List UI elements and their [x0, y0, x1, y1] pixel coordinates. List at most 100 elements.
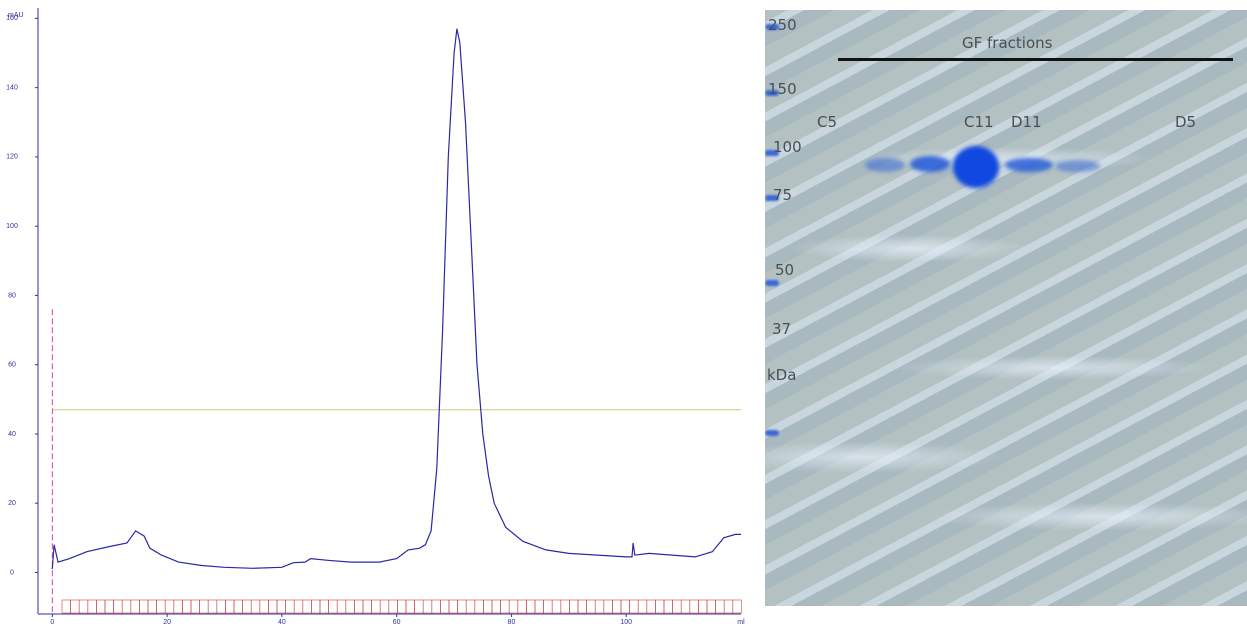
fraction-box — [345, 599, 355, 614]
fraction-box — [121, 599, 132, 614]
fraction-box — [216, 599, 226, 614]
x-tick-label: 0 — [50, 619, 54, 626]
fraction-box — [431, 599, 441, 614]
band — [910, 156, 950, 172]
fraction-box — [371, 599, 381, 614]
lane-label: C11 — [964, 113, 994, 131]
fraction-box — [569, 599, 579, 614]
fraction-box — [715, 599, 725, 614]
x-tick-label: 20 — [163, 619, 171, 626]
y-tick-label: 120 — [6, 154, 18, 161]
fraction-box — [276, 599, 286, 614]
fraction-box — [629, 599, 639, 614]
fraction-box — [336, 599, 347, 614]
y-tick-label: 80 — [8, 292, 16, 299]
fraction-box — [689, 599, 699, 614]
fraction-box — [698, 599, 708, 614]
fraction-box — [723, 599, 734, 614]
fraction-box — [233, 599, 243, 614]
marker-band — [765, 430, 779, 436]
marker-band — [765, 150, 779, 156]
fraction-box — [199, 599, 209, 614]
fraction-box — [680, 599, 691, 614]
fraction-box — [104, 599, 114, 614]
marker-band — [765, 195, 779, 201]
y-tick-label: 100 — [6, 223, 18, 230]
fraction-box — [242, 599, 252, 614]
fraction-box — [491, 599, 501, 614]
fraction-box — [594, 599, 605, 614]
fraction-bar — [838, 58, 1233, 61]
band — [865, 158, 905, 172]
fraction-box — [250, 599, 261, 614]
fraction-box — [113, 599, 123, 614]
y-tick-label: 140 — [6, 84, 18, 91]
fraction-box — [96, 599, 106, 614]
marker-label: 150 — [768, 80, 797, 98]
fraction-box — [560, 599, 570, 614]
marker-band — [765, 24, 779, 30]
marker-label: 100 — [773, 138, 802, 156]
fraction-box — [474, 599, 484, 614]
fraction-box — [70, 599, 80, 614]
fraction-box — [732, 599, 742, 614]
fraction-box — [293, 599, 304, 614]
fraction-box — [87, 599, 97, 614]
fraction-box — [405, 599, 415, 614]
fraction-box — [672, 599, 682, 614]
fraction-box — [311, 599, 321, 614]
fraction-box — [457, 599, 467, 614]
fraction-box — [586, 599, 596, 614]
fraction-box — [440, 599, 450, 614]
fraction-box — [190, 599, 200, 614]
fraction-box — [448, 599, 458, 614]
fraction-box — [543, 599, 553, 614]
fraction-box — [517, 599, 527, 614]
fraction-box — [225, 599, 235, 614]
fraction-box — [61, 599, 71, 614]
fraction-box — [637, 599, 648, 614]
fraction-box — [78, 599, 89, 614]
band — [1055, 160, 1100, 172]
fraction-box — [655, 599, 665, 614]
fraction-box — [577, 599, 587, 614]
fraction-box — [268, 599, 278, 614]
gel-image: 250 150 100 75 50 37 kDa GF fractions C5… — [765, 10, 1247, 606]
fraction-box — [259, 599, 269, 614]
fraction-box — [182, 599, 192, 614]
fraction-box — [620, 599, 630, 614]
fraction-box — [139, 599, 149, 614]
fraction-box — [534, 599, 544, 614]
fraction-box — [508, 599, 519, 614]
fraction-box — [663, 599, 673, 614]
fraction-box — [207, 599, 218, 614]
marker-label: 250 — [768, 16, 797, 34]
band — [953, 146, 999, 188]
fraction-box — [397, 599, 407, 614]
lane-label: D5 — [1175, 113, 1197, 131]
fraction-box — [414, 599, 424, 614]
fraction-box — [156, 599, 166, 614]
chromatogram: mAU ml 0 20 40 60 80 100 120 140 160 0 20 40 60 80 100 — [6, 8, 745, 626]
marker-label: 75 — [773, 186, 793, 204]
lane-label: C5 — [817, 113, 838, 131]
gel-title: GF fractions — [962, 34, 1053, 52]
fraction-box — [302, 599, 312, 614]
x-tick-label: 80 — [508, 619, 516, 626]
marker-label: 50 — [775, 261, 795, 279]
marker-unit: kDa — [767, 366, 797, 384]
fraction-box — [612, 599, 622, 614]
fraction-box — [285, 599, 295, 614]
y-axis-label: mAU — [8, 12, 24, 19]
y-tick-label: 0 — [10, 569, 14, 576]
marker-band — [765, 90, 779, 96]
fraction-box — [483, 599, 493, 614]
y-tick-label: 20 — [8, 500, 16, 507]
fraction-box — [388, 599, 398, 614]
fraction-box — [354, 599, 364, 614]
fraction-box — [319, 599, 329, 614]
y-tick-label: 60 — [8, 362, 16, 369]
fraction-box — [147, 599, 157, 614]
fraction-box — [526, 599, 536, 614]
